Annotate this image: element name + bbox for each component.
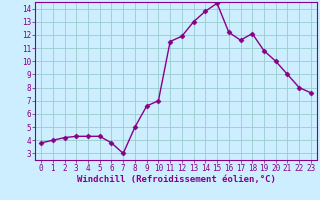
X-axis label: Windchill (Refroidissement éolien,°C): Windchill (Refroidissement éolien,°C) [76, 175, 276, 184]
